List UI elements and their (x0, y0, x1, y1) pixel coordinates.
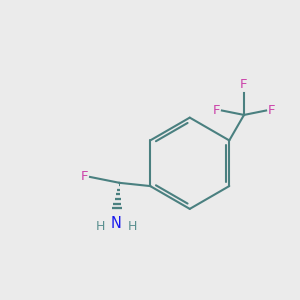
Text: F: F (213, 104, 220, 117)
Text: F: F (81, 170, 88, 183)
Text: F: F (268, 104, 275, 117)
Text: F: F (240, 78, 248, 92)
Text: N: N (111, 216, 122, 231)
Text: H: H (96, 220, 105, 232)
Text: H: H (128, 220, 137, 232)
